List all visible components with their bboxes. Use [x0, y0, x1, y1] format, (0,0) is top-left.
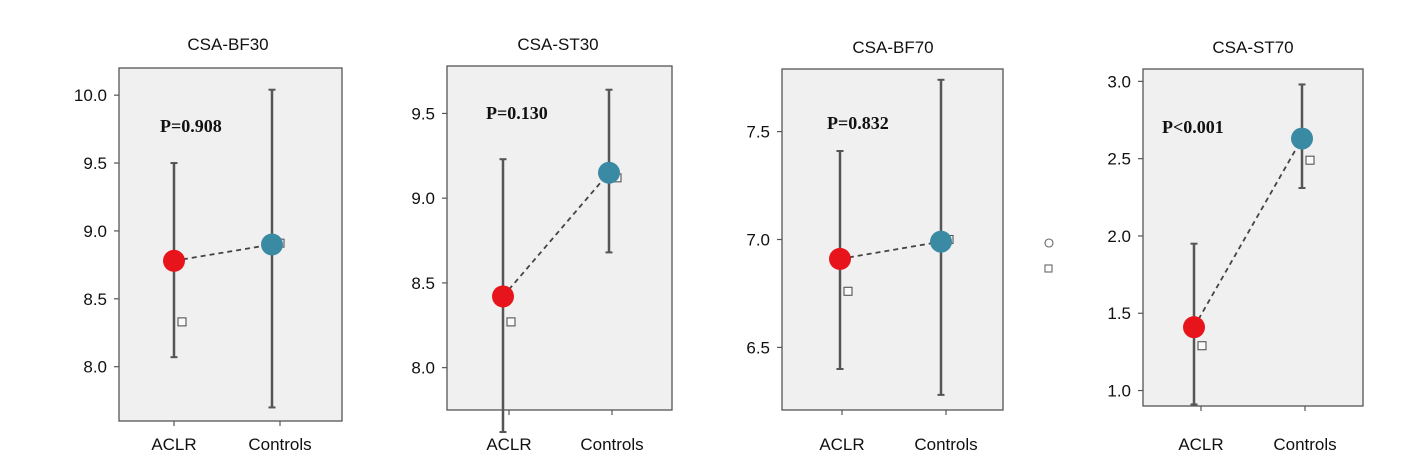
y-tick-label: 8.5	[83, 290, 107, 309]
p-value-annotation: P<0.001	[1162, 117, 1224, 137]
x-category-label: Controls	[248, 435, 311, 454]
y-tick-label: 7.5	[746, 123, 770, 142]
y-tick-label: 2.0	[1107, 227, 1131, 246]
controls-mean-point	[1291, 127, 1313, 150]
plot-area-1	[118, 67, 343, 422]
y-tick-label: 1.0	[1107, 382, 1131, 401]
square-marker	[843, 286, 853, 296]
circle-marker-icon	[1044, 238, 1054, 248]
controls-mean-point	[261, 233, 283, 256]
y-tick-label: 10.0	[74, 86, 107, 105]
panel-title: CSA-BF30	[187, 35, 268, 54]
mean-connector-line	[1193, 138, 1303, 328]
x-category-label: ACLR	[819, 435, 864, 454]
square-marker-icon	[1044, 264, 1053, 273]
mean-connector-line	[173, 243, 273, 262]
panel-title: CSA-ST30	[517, 35, 598, 54]
x-category-label: Controls	[1273, 435, 1336, 454]
x-category-label: ACLR	[486, 435, 531, 454]
square-marker	[1197, 341, 1207, 351]
y-tick-label: 6.5	[746, 338, 770, 357]
x-category-label: Controls	[914, 435, 977, 454]
aclr-mean-point	[492, 285, 514, 308]
p-value-annotation: P=0.832	[827, 113, 889, 133]
plot-area-2	[446, 65, 673, 411]
y-tick-label: 8.0	[411, 359, 435, 378]
square-marker	[1305, 155, 1315, 165]
y-tick-label: 7.0	[746, 231, 770, 250]
x-category-label: ACLR	[1178, 435, 1223, 454]
x-category-label: Controls	[580, 435, 643, 454]
y-tick-label: 9.5	[83, 154, 107, 173]
aclr-mean-point	[829, 247, 851, 270]
y-tick-label: 9.5	[411, 104, 435, 123]
square-marker	[177, 317, 187, 327]
aclr-mean-point	[1183, 316, 1205, 339]
y-tick-label: 2.5	[1107, 150, 1131, 169]
y-tick-label: 1.5	[1107, 304, 1131, 323]
aclr-mean-point	[163, 249, 185, 272]
mean-connector-line	[502, 172, 610, 298]
panel-title: CSA-ST70	[1212, 38, 1293, 57]
y-tick-label: 8.5	[411, 274, 435, 293]
mean-connector-line	[839, 240, 942, 260]
y-tick-label: 3.0	[1107, 72, 1131, 91]
y-tick-label: 9.0	[83, 222, 107, 241]
p-value-annotation: P=0.908	[160, 116, 222, 136]
plot-area-3	[781, 68, 1004, 411]
controls-mean-point	[930, 230, 952, 253]
p-value-annotation: P=0.130	[486, 103, 548, 123]
controls-mean-point	[598, 161, 620, 184]
plot-area-4	[1142, 68, 1364, 407]
y-tick-label: 8.0	[83, 358, 107, 377]
panel-title: CSA-BF70	[852, 38, 933, 57]
x-category-label: ACLR	[151, 435, 196, 454]
y-tick-label: 9.0	[411, 189, 435, 208]
square-marker	[506, 317, 516, 327]
